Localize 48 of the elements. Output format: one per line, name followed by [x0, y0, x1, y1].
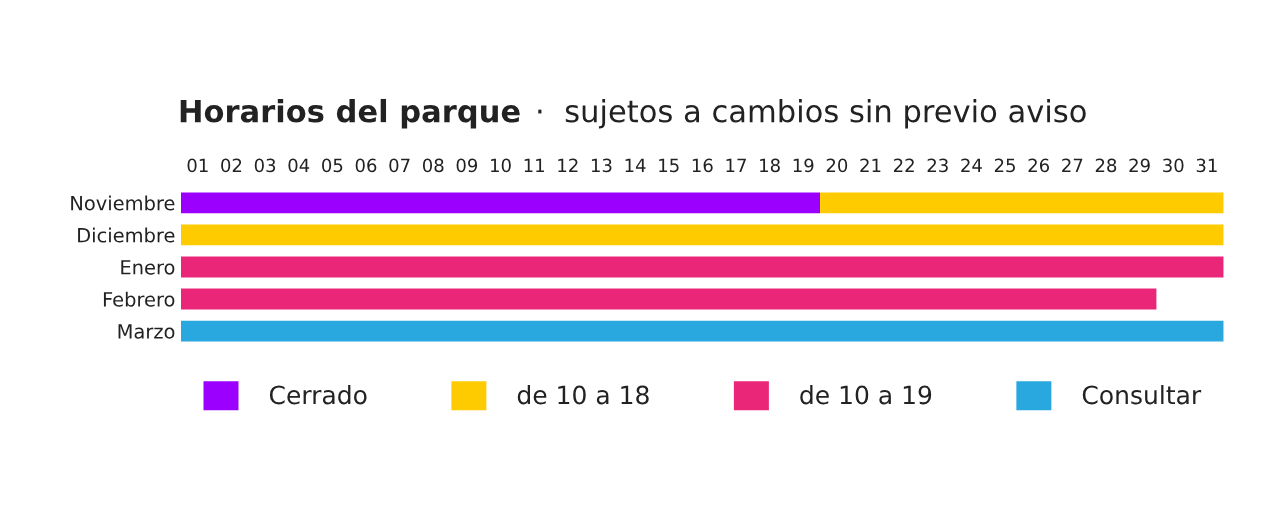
y-tick-label: Diciembre [78, 227, 175, 243]
y-tick-label: Febrero [103, 291, 175, 307]
legend-label: Cerrado [269, 385, 367, 405]
bar [180, 320, 1224, 342]
x-tick-label: 24 [961, 158, 982, 172]
x-tick-label: 08 [422, 158, 444, 173]
x-tick-label: 11 [524, 158, 544, 172]
bar [180, 288, 1157, 310]
x-tick-label: 19 [793, 158, 814, 173]
bar [180, 224, 1224, 246]
x-tick-label: 23 [927, 158, 948, 173]
x-tick-label: 26 [1028, 158, 1050, 173]
y-tick-label: Marzo [118, 324, 175, 339]
x-tick-label: 17 [726, 158, 746, 172]
x-tick-label: 03 [254, 158, 276, 173]
x-tick-label: 18 [760, 158, 780, 173]
x-tick-label: 12 [558, 158, 578, 172]
x-tick-label: 21 [860, 158, 881, 172]
legend-label: de 10 a 19 [800, 385, 932, 405]
y-tick-label: Enero [121, 260, 175, 275]
x-tick-label: 06 [355, 158, 377, 173]
x-tick-label: 31 [1196, 158, 1217, 173]
x-tick-label: 07 [389, 158, 410, 173]
x-tick-label: 27 [1062, 158, 1083, 172]
x-tick-label: 15 [659, 158, 679, 173]
x-tick-label: 14 [625, 158, 646, 172]
x-tick-label: 02 [221, 158, 242, 173]
x-tick-label: 09 [456, 158, 478, 173]
x-tick-label: 28 [1095, 158, 1117, 173]
bar [180, 256, 1224, 278]
x-tick-label: 25 [994, 158, 1015, 173]
x-tick-label: 01 [187, 158, 208, 173]
x-tick-label: 20 [826, 158, 848, 173]
y-tick-label: Noviembre [71, 195, 175, 211]
x-tick-label: 16 [692, 158, 713, 173]
legend-label: de 10 a 18 [517, 385, 649, 405]
x-tick-label: 04 [288, 158, 310, 173]
x-tick-label: 10 [491, 158, 511, 173]
chart-title: Horarios del parque [180, 98, 520, 129]
chart-subtitle: · sujetos a cambios sin previo aviso [538, 98, 1086, 129]
x-tick-label: 30 [1163, 158, 1184, 173]
x-tick-label: 22 [893, 158, 914, 172]
bar [820, 192, 1224, 214]
x-tick-label: 05 [322, 158, 343, 173]
legend-label: Consultar [1082, 385, 1202, 405]
x-tick-label: 29 [1129, 158, 1150, 173]
bar [180, 192, 821, 214]
x-tick-label: 13 [591, 158, 612, 173]
